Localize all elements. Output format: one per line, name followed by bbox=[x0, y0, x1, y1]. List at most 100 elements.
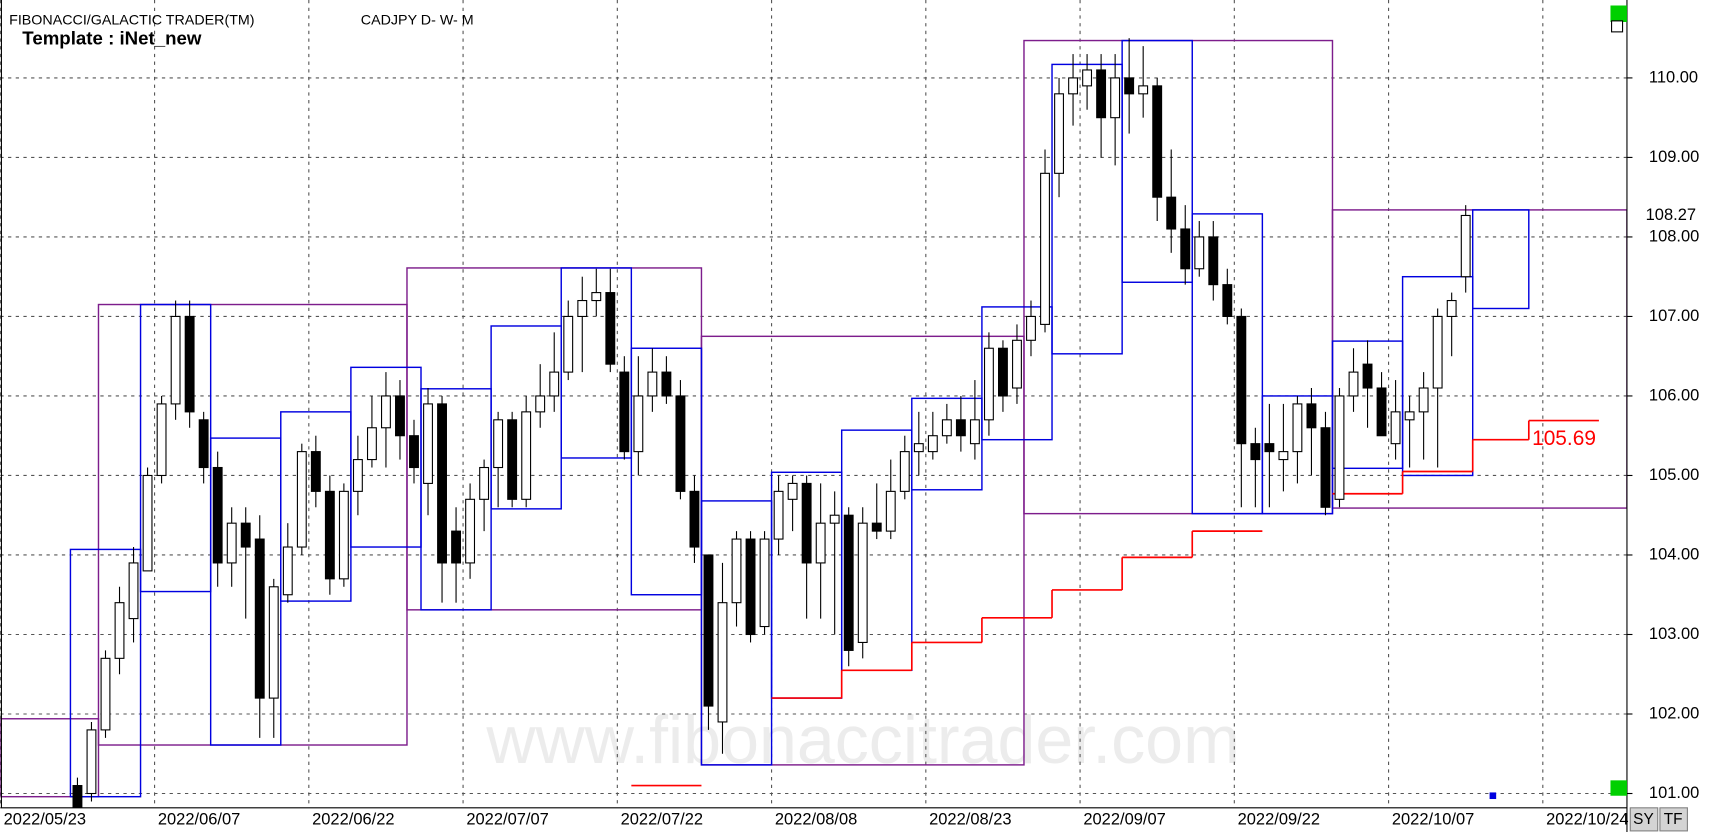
candle-body bbox=[563, 315, 574, 373]
candle-body bbox=[1264, 443, 1275, 453]
candle-body bbox=[591, 292, 602, 302]
symbol: CADJPY D- W- M bbox=[361, 13, 474, 29]
candle-body bbox=[1110, 77, 1121, 119]
candle-body bbox=[156, 403, 167, 477]
candle-body bbox=[1026, 315, 1036, 341]
x-tick-label: 2022/07/22 bbox=[621, 810, 703, 828]
candle-body bbox=[998, 347, 1008, 397]
candle-body bbox=[1096, 69, 1107, 119]
x-tick-label: 2022/07/07 bbox=[466, 810, 548, 828]
candle-body bbox=[1362, 363, 1373, 389]
corner-marker[interactable] bbox=[1610, 5, 1627, 22]
range-box bbox=[981, 306, 1053, 441]
candle-body bbox=[1138, 85, 1149, 95]
candle-body bbox=[366, 427, 377, 461]
candle-body bbox=[927, 435, 938, 453]
candle-body bbox=[843, 514, 854, 651]
candle-body bbox=[310, 451, 321, 492]
candle-body bbox=[507, 419, 518, 500]
candle-body bbox=[941, 419, 952, 437]
y-tick-label: 106.00 bbox=[1649, 386, 1699, 404]
y-tick-label: 105.00 bbox=[1649, 466, 1699, 484]
candle-body bbox=[1040, 172, 1050, 325]
candle-body bbox=[240, 522, 251, 548]
y-tick-label: 108.00 bbox=[1649, 227, 1699, 245]
window-button[interactable] bbox=[1611, 20, 1624, 33]
candle-body bbox=[128, 562, 139, 620]
candle-body bbox=[465, 498, 476, 564]
candle-body bbox=[885, 490, 896, 532]
y-tick-label: 110.00 bbox=[1649, 68, 1698, 86]
candle-body bbox=[479, 466, 490, 500]
candle-body bbox=[395, 395, 405, 437]
candle-body bbox=[1012, 339, 1022, 389]
candle-body bbox=[661, 371, 672, 397]
tf-button-label[interactable]: TF bbox=[1664, 811, 1683, 828]
range-box bbox=[69, 548, 142, 798]
candle-body bbox=[899, 451, 910, 492]
candle-body bbox=[142, 474, 153, 572]
range-box bbox=[1471, 209, 1530, 310]
candle-body bbox=[423, 403, 433, 484]
candle-body bbox=[282, 546, 293, 596]
candle-body bbox=[1180, 228, 1191, 270]
y-tick-label: 107.00 bbox=[1649, 307, 1699, 325]
candle-body bbox=[1306, 403, 1317, 429]
price-label: 108.27 bbox=[1646, 206, 1696, 224]
range-box bbox=[630, 347, 703, 596]
x-tick-label: 2022/06/07 bbox=[158, 810, 240, 828]
candle-body bbox=[381, 395, 391, 429]
candle-body bbox=[717, 602, 728, 723]
candle-body bbox=[633, 395, 644, 453]
price-label-bg bbox=[1635, 205, 1724, 226]
corner-marker[interactable] bbox=[1610, 780, 1627, 796]
candle-body bbox=[549, 371, 560, 397]
candle-body bbox=[521, 411, 532, 500]
candle-body bbox=[170, 315, 181, 405]
candle-body bbox=[689, 490, 700, 548]
tf-button[interactable] bbox=[1659, 807, 1688, 832]
candle-body bbox=[409, 435, 419, 469]
candle-body bbox=[268, 586, 279, 699]
candle-body bbox=[437, 403, 447, 564]
candle-body bbox=[1236, 315, 1247, 445]
candle-body bbox=[1418, 387, 1429, 413]
candle-body bbox=[815, 522, 826, 564]
candle-body bbox=[1432, 315, 1443, 389]
labels: 101.00 102.00 103.00 104.00 105.00 106.00 107.… bbox=[4, 68, 1724, 828]
candle-body bbox=[619, 371, 630, 453]
candle-body bbox=[493, 419, 504, 469]
range-box bbox=[1121, 39, 1193, 283]
candle-body bbox=[745, 538, 756, 636]
candle-body bbox=[703, 554, 714, 707]
candle-body bbox=[913, 443, 924, 453]
candle-body bbox=[1460, 214, 1471, 278]
candle-body bbox=[871, 522, 882, 532]
x-tick-label: 2022/10/07 bbox=[1392, 810, 1474, 828]
candle-body bbox=[226, 522, 237, 564]
candle-body bbox=[857, 522, 868, 643]
candle-body bbox=[184, 315, 195, 413]
candle-body bbox=[605, 292, 616, 365]
candle-body bbox=[955, 419, 966, 437]
candle-body bbox=[801, 482, 812, 564]
sy-button[interactable] bbox=[1629, 807, 1659, 832]
candle-body bbox=[647, 371, 658, 397]
candle-body bbox=[969, 419, 980, 445]
candle-body bbox=[1124, 77, 1135, 95]
x-tick-label: 2022/08/08 bbox=[775, 810, 857, 828]
x-tick-label: 2022/09/07 bbox=[1083, 810, 1165, 828]
candle-body bbox=[759, 538, 770, 628]
sy-button-label[interactable]: SY bbox=[1633, 811, 1654, 828]
candle-body bbox=[198, 419, 209, 469]
y-tick-label: 103.00 bbox=[1649, 625, 1699, 643]
candle-body bbox=[1292, 403, 1303, 453]
x-tick-label: 2022/08/23 bbox=[929, 810, 1011, 828]
candle-body bbox=[773, 490, 784, 540]
marker bbox=[1489, 792, 1497, 800]
range-box bbox=[911, 397, 983, 491]
candle-body bbox=[1166, 196, 1177, 230]
